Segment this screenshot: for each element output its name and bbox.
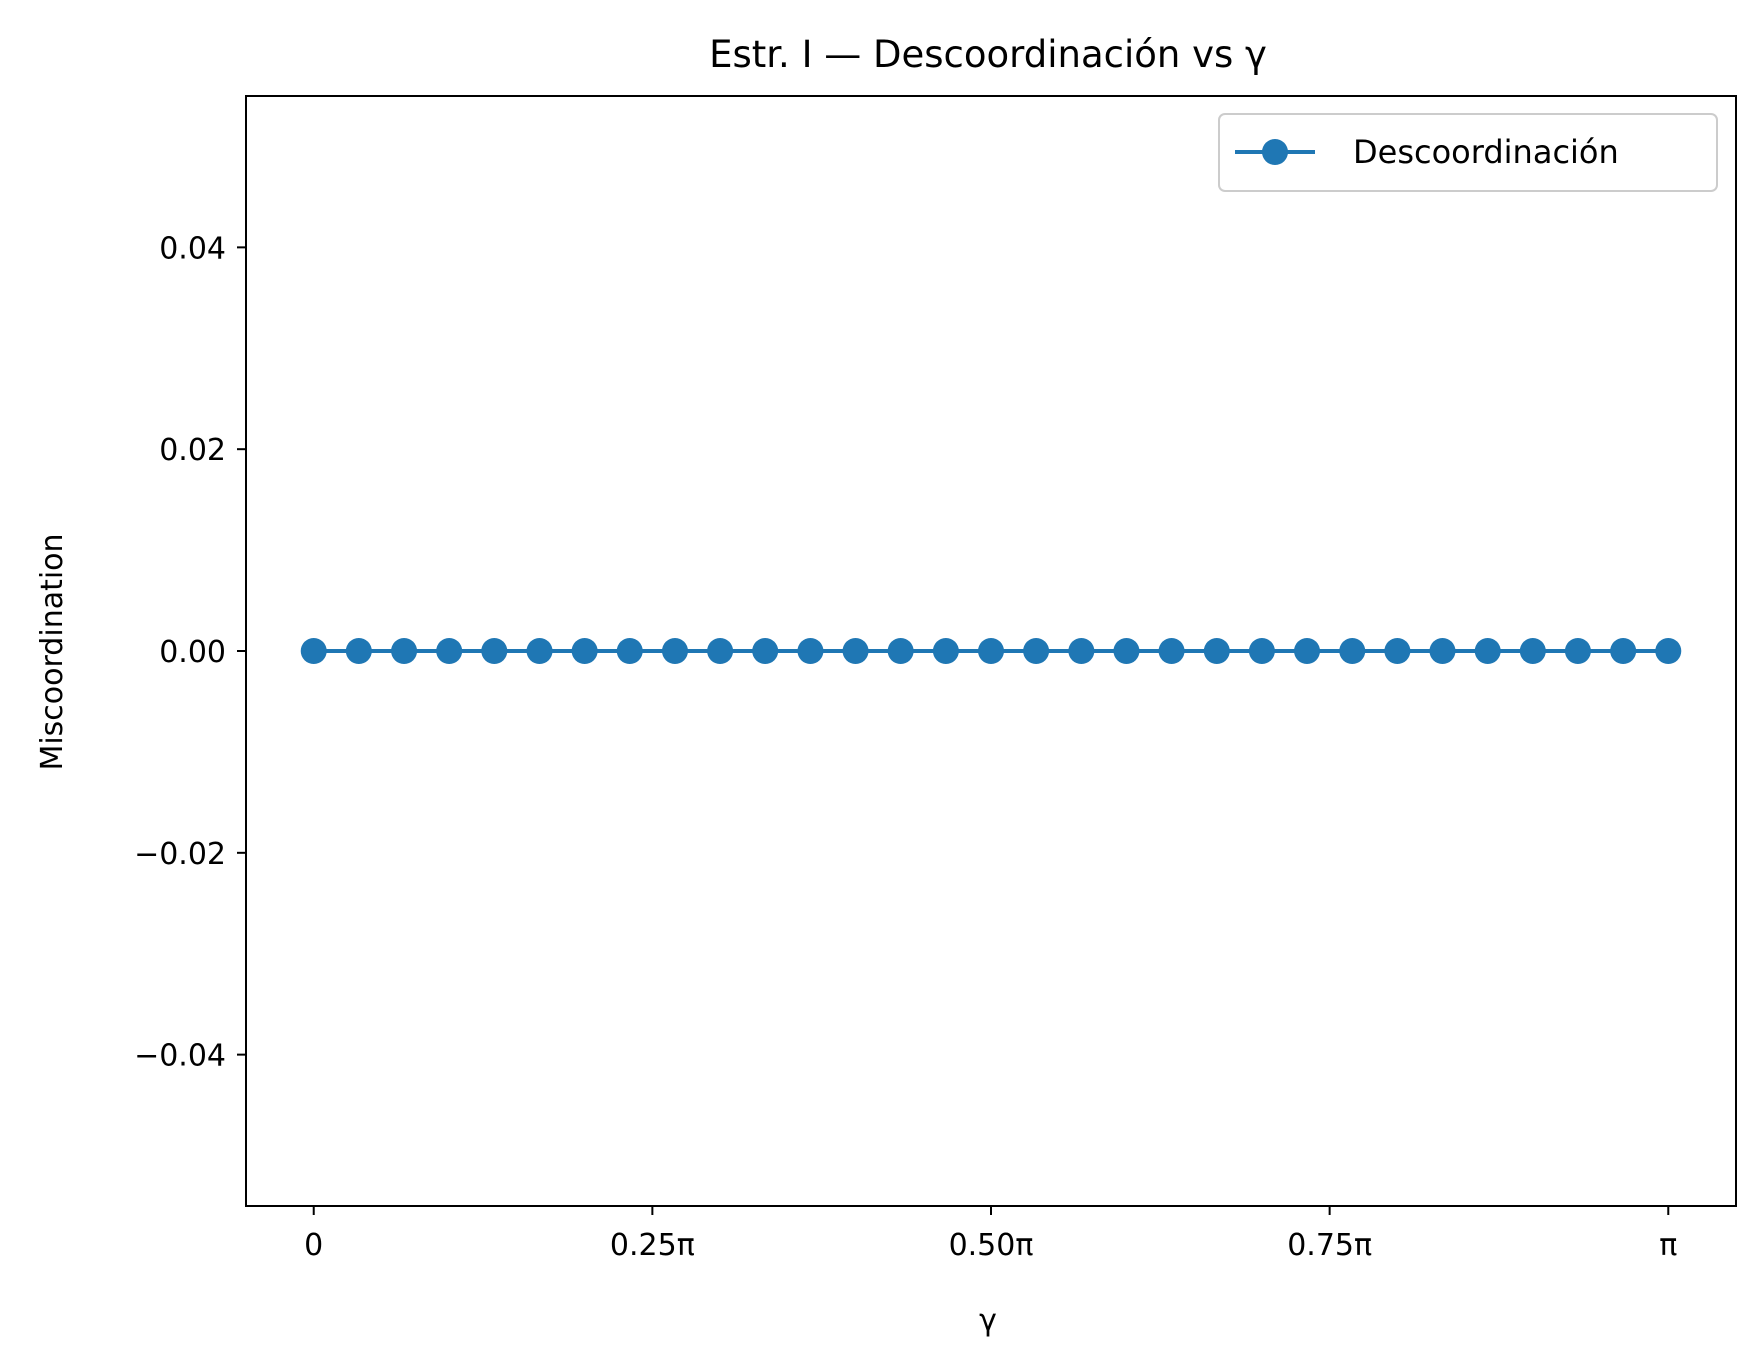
legend-label: Descoordinación	[1353, 133, 1619, 171]
data-point	[571, 638, 598, 664]
data-point	[1519, 638, 1546, 664]
series-layer	[300, 638, 1682, 664]
data-point	[932, 638, 959, 664]
data-point	[1429, 638, 1456, 664]
data-point	[797, 638, 824, 664]
data-point	[1203, 638, 1230, 664]
data-point	[1564, 638, 1591, 664]
x-tick-label: 0.50π	[949, 1228, 1034, 1263]
data-point	[1339, 638, 1366, 664]
legend: Descoordinación	[1218, 113, 1718, 192]
y-axis-label: Miscoordination	[35, 533, 70, 770]
data-point	[707, 638, 734, 664]
ticks-layer: 0 0.25π 0.50π 0.75π π 0.04 0.02 0.00 −0.02 −0.04	[134, 231, 1677, 1263]
x-tick-label: 0	[304, 1228, 323, 1263]
y-tick-label: 0.02	[159, 433, 226, 468]
legend-box	[1218, 113, 1718, 192]
data-point	[1655, 638, 1682, 664]
data-point	[300, 638, 327, 664]
data-point	[345, 638, 372, 664]
data-point	[1158, 638, 1185, 664]
data-point	[1474, 638, 1501, 664]
y-tick-label: 0.00	[159, 635, 226, 670]
data-point	[1113, 638, 1140, 664]
data-point	[978, 638, 1004, 664]
x-tick-label: 0.75π	[1287, 1228, 1372, 1263]
data-point	[1294, 638, 1321, 664]
data-point	[661, 638, 688, 664]
data-point	[887, 638, 914, 664]
x-axis-label: γ	[979, 1303, 997, 1338]
data-point	[526, 638, 553, 664]
data-point	[842, 638, 869, 664]
data-point	[1610, 638, 1637, 664]
data-point	[1068, 638, 1095, 664]
data-point	[1023, 638, 1050, 664]
plot-frame	[245, 95, 1737, 1207]
y-tick-label: 0.04	[159, 231, 226, 266]
data-point	[1248, 638, 1275, 664]
data-point	[616, 638, 643, 664]
data-point	[391, 638, 418, 664]
y-tick-label: −0.02	[134, 837, 226, 872]
data-point	[752, 638, 779, 664]
x-tick-label: π	[1659, 1228, 1677, 1263]
legend-marker-swatch	[1262, 139, 1288, 165]
data-point	[481, 638, 508, 664]
y-tick-label: −0.04	[134, 1039, 226, 1074]
data-point	[436, 638, 463, 664]
data-point	[1384, 638, 1411, 664]
x-tick-label: 0.25π	[610, 1228, 695, 1263]
chart-title: Estr. I — Descoordinación vs γ	[709, 33, 1267, 76]
